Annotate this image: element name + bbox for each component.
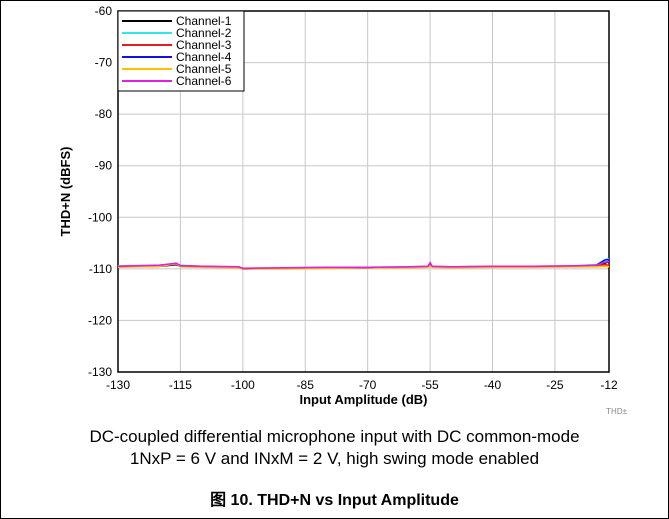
caption-line-1: DC-coupled differential microphone input…	[89, 427, 580, 446]
x-tick-label: -100	[231, 378, 255, 392]
x-tick-label: -130	[106, 378, 130, 392]
watermark: THD±	[606, 407, 627, 416]
y-tick-label: -130	[88, 365, 112, 379]
x-tick-label: -40	[484, 378, 502, 392]
y-axis-label: THD+N (dBFS)	[58, 147, 73, 237]
plot-border	[117, 10, 610, 373]
figure-title: 图 10. THD+N vs Input Amplitude	[210, 492, 459, 509]
x-tick-labels: -130 -115 -100 -85 -70 -55 -40 -25 -12	[106, 378, 618, 392]
series-layer	[117, 257, 610, 270]
y-tick-label: -110	[89, 262, 112, 276]
chart: -130 -115 -100 -85 -70 -55 -40 -25 -12 -60 -70 -80…	[58, 4, 628, 416]
caption: DC-coupled differential microphone input…	[0, 426, 669, 470]
series-line	[117, 260, 610, 270]
caption-line-2: 1NxP = 6 V and INxM = 2 V, high swing mo…	[129, 449, 540, 468]
legend-box	[117, 10, 245, 92]
x-tick-label: -70	[359, 378, 377, 392]
x-tick-label: -12	[600, 378, 618, 392]
x-axis-label: Input Amplitude (dB)	[299, 392, 427, 407]
legend-label: Channel-3	[176, 38, 232, 52]
x-tick-label: -115	[169, 378, 192, 392]
y-tick-label: -80	[95, 107, 113, 121]
y-tick-label: -70	[95, 56, 113, 70]
y-tick-label: -100	[88, 210, 112, 224]
legend-label: Channel-6	[176, 74, 232, 88]
legend-label: Channel-1	[176, 14, 232, 28]
x-tick-label: -25	[546, 378, 564, 392]
legend-label: Channel-5	[176, 62, 232, 76]
y-tick-labels: -60 -70 -80 -90 -100 -110 -120 -130	[88, 4, 112, 379]
x-tick-label: -85	[297, 378, 315, 392]
legend-label: Channel-4	[176, 50, 232, 64]
y-tick-label: -120	[88, 313, 112, 327]
legend-label: Channel-2	[176, 26, 232, 40]
legend: Channel-1Channel-2Channel-3Channel-4Chan…	[117, 10, 245, 92]
y-tick-label: -60	[95, 4, 113, 18]
x-tick-label: -55	[421, 378, 439, 392]
series-line	[117, 262, 610, 270]
y-tick-label: -90	[95, 159, 113, 173]
